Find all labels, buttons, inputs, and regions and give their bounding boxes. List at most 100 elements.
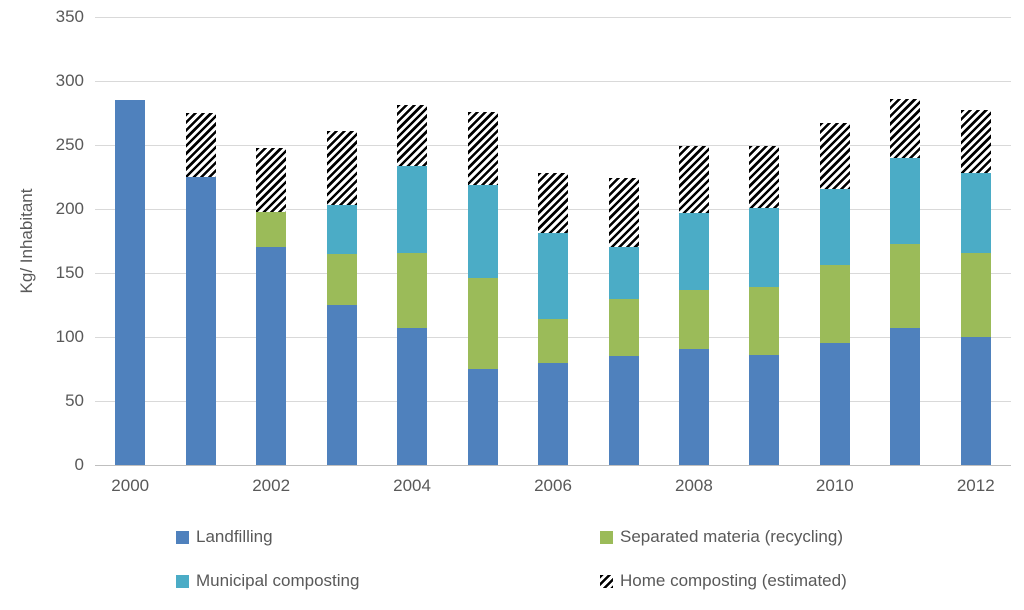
bar-segment-landfilling-2004 — [397, 328, 428, 465]
bar-stack-2001 — [185, 113, 216, 465]
bars-layer — [95, 17, 1011, 465]
y-tick-label-300: 300 — [55, 71, 84, 90]
bar-stack-2004 — [397, 105, 428, 465]
bar-segment-landfilling-2002 — [256, 247, 287, 465]
bar-group-2011 — [870, 17, 940, 465]
bar-stack-2007 — [608, 178, 639, 465]
bar-segment-separated-materia-recycling-2003 — [326, 253, 357, 305]
legend-label-home-composting-estimated: Home composting (estimated) — [620, 571, 847, 590]
bar-segment-home-composting-estimated-2005 — [467, 111, 498, 185]
bar-segment-landfilling-2003 — [326, 305, 357, 465]
bar-group-2001 — [165, 17, 235, 465]
y-tick-label-350: 350 — [55, 7, 84, 26]
bar-group-2012 — [941, 17, 1011, 465]
bar-stack-2006 — [538, 173, 569, 465]
bar-group-2003 — [306, 17, 376, 465]
bar-group-2009 — [729, 17, 799, 465]
bar-segment-landfilling-2008 — [678, 348, 709, 465]
gridline-0 — [95, 464, 1011, 466]
bar-group-2008 — [659, 17, 729, 465]
bar-segment-home-composting-estimated-2007 — [608, 178, 639, 248]
bar-segment-landfilling-2011 — [890, 328, 921, 465]
bar-segment-municipal-composting-2005 — [467, 184, 498, 279]
bar-segment-municipal-composting-2009 — [749, 207, 780, 288]
x-tick-label-2000: 2000 — [111, 476, 150, 495]
bar-stack-2012 — [960, 110, 991, 465]
bar-segment-municipal-composting-2012 — [960, 173, 991, 253]
bar-segment-landfilling-2010 — [819, 343, 850, 465]
bar-group-2006 — [518, 17, 588, 465]
bar-segment-landfilling-2009 — [749, 354, 780, 465]
bar-group-2007 — [588, 17, 658, 465]
bar-segment-separated-materia-recycling-2007 — [608, 298, 639, 357]
bar-segment-home-composting-estimated-2003 — [326, 130, 357, 206]
legend-item-municipal-composting: Municipal composting — [176, 571, 600, 591]
bar-stack-2010 — [819, 123, 850, 465]
x-tick-label-2006: 2006 — [534, 476, 572, 495]
legend-swatch-landfilling — [176, 530, 189, 544]
legend-swatch-municipal-composting — [176, 574, 189, 588]
bar-segment-separated-materia-recycling-2005 — [467, 278, 498, 369]
bar-segment-home-composting-estimated-2004 — [397, 105, 428, 166]
bar-segment-home-composting-estimated-2008 — [678, 146, 709, 213]
y-tick-label-0: 0 — [74, 455, 84, 474]
bar-segment-home-composting-estimated-2010 — [819, 123, 850, 189]
bar-stack-2005 — [467, 111, 498, 465]
bar-segment-separated-materia-recycling-2006 — [538, 319, 569, 363]
y-tick-label-50: 50 — [65, 391, 84, 410]
x-tick-label-2010: 2010 — [815, 476, 854, 495]
bar-segment-separated-materia-recycling-2002 — [256, 211, 287, 248]
y-tick-label-100: 100 — [55, 327, 84, 346]
bar-segment-landfilling-2012 — [960, 337, 991, 465]
bar-stack-2009 — [749, 146, 780, 465]
legend-item-landfilling: Landfilling — [176, 527, 600, 547]
gridline-250 — [95, 144, 1011, 146]
bar-segment-separated-materia-recycling-2010 — [819, 265, 850, 344]
bar-stack-2008 — [678, 146, 709, 465]
bar-segment-landfilling-2001 — [185, 177, 216, 465]
x-tick-label-2008: 2008 — [675, 476, 713, 495]
bar-segment-separated-materia-recycling-2012 — [960, 252, 991, 337]
legend-label-landfilling: Landfilling — [196, 527, 273, 546]
bar-segment-municipal-composting-2003 — [326, 205, 357, 254]
bar-group-2002 — [236, 17, 306, 465]
bar-segment-municipal-composting-2004 — [397, 165, 428, 253]
gridline-300 — [95, 80, 1011, 82]
legend: Landfilling Separated materia (recycling)… — [176, 527, 896, 591]
legend-swatch-home-composting-estimated — [600, 574, 613, 588]
bar-segment-home-composting-estimated-2006 — [538, 173, 569, 234]
bar-segment-separated-materia-recycling-2004 — [397, 252, 428, 329]
bar-segment-separated-materia-recycling-2011 — [890, 243, 921, 329]
legend-item-home-composting-estimated: Home composting (estimated) — [600, 571, 896, 591]
bar-segment-home-composting-estimated-2011 — [890, 98, 921, 158]
legend-label-municipal-composting: Municipal composting — [196, 571, 360, 590]
legend-item-separated-materia-recycling: Separated materia (recycling) — [600, 527, 896, 547]
bar-segment-home-composting-estimated-2009 — [749, 146, 780, 208]
bar-group-2010 — [800, 17, 870, 465]
bar-segment-landfilling-2007 — [608, 356, 639, 465]
bar-segment-municipal-composting-2008 — [678, 212, 709, 290]
legend-label-separated-materia-recycling: Separated materia (recycling) — [620, 527, 843, 546]
bar-segment-municipal-composting-2007 — [608, 247, 639, 299]
bar-segment-landfilling-2000 — [115, 100, 146, 465]
bar-segment-separated-materia-recycling-2008 — [678, 289, 709, 349]
bar-segment-home-composting-estimated-2001 — [185, 113, 216, 177]
bar-segment-landfilling-2005 — [467, 369, 498, 465]
bar-group-2005 — [447, 17, 517, 465]
y-tick-label-150: 150 — [55, 263, 84, 282]
y-tick-label-250: 250 — [55, 135, 84, 154]
x-tick-label-2012: 2012 — [956, 476, 995, 495]
bar-segment-landfilling-2006 — [538, 362, 569, 465]
bar-segment-home-composting-estimated-2012 — [960, 110, 991, 174]
bar-segment-separated-materia-recycling-2009 — [749, 287, 780, 355]
bar-stack-2002 — [256, 147, 287, 465]
bar-group-2004 — [377, 17, 447, 465]
bar-stack-2000 — [115, 100, 146, 465]
bar-stack-2011 — [890, 98, 921, 465]
bar-group-2000 — [95, 17, 165, 465]
y-tick-label-200: 200 — [55, 199, 84, 218]
x-tick-label-2004: 2004 — [393, 476, 431, 495]
bar-stack-2003 — [326, 130, 357, 465]
bar-segment-municipal-composting-2011 — [890, 157, 921, 244]
